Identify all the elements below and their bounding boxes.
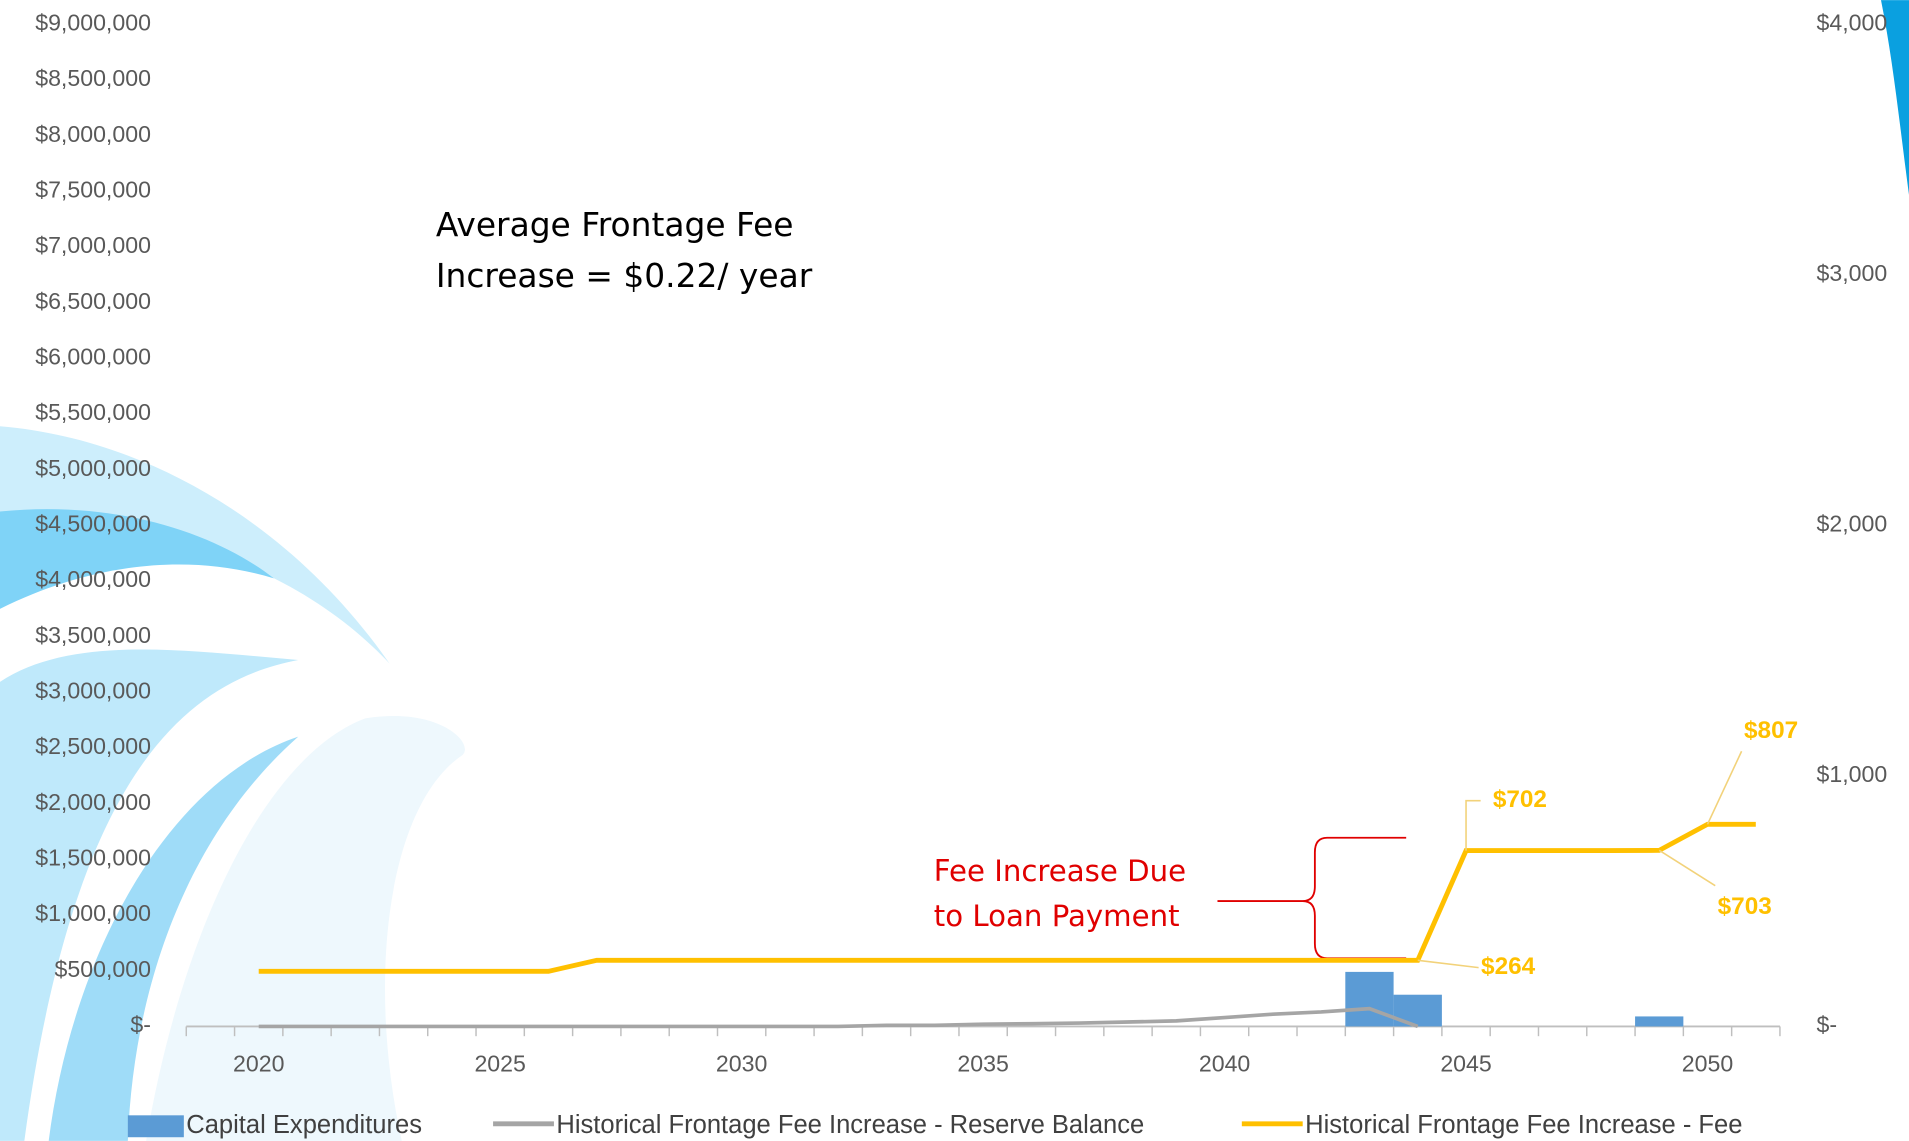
y2-tick-label: $4,000 [1816, 10, 1887, 36]
y-tick-label: $2,000,000 [35, 789, 151, 815]
x-tick-label: 2035 [957, 1051, 1008, 1077]
y-tick-label: $- [130, 1012, 151, 1038]
line [258, 821, 1756, 974]
leader-line [1706, 750, 1743, 825]
y-tick-label: $1,500,000 [35, 845, 151, 871]
annotation: Fee Increase Due [934, 854, 1186, 888]
bar [1345, 971, 1394, 1027]
data-label: $703 [1718, 893, 1772, 920]
y-tick-label: $9,000,000 [35, 10, 151, 36]
y-tick-label: $5,500,000 [35, 399, 151, 425]
y2-tick-label: $3,000 [1816, 260, 1887, 286]
y-tick-label: $6,500,000 [35, 288, 151, 314]
y2-tick-label: $2,000 [1816, 511, 1887, 537]
legend-label: Capital Expenditures [186, 1111, 422, 1139]
leader-line [1658, 849, 1716, 887]
x-tick-label: 2045 [1440, 1051, 1491, 1077]
y-tick-label: $5,000,000 [35, 455, 151, 481]
y-tick-label: $8,500,000 [35, 65, 151, 91]
legend-label: Historical Frontage Fee Increase - Fee [1305, 1111, 1742, 1139]
y-tick-label: $7,500,000 [35, 177, 151, 203]
x-tick-label: 2020 [233, 1051, 284, 1077]
y-tick-label: $500,000 [55, 956, 151, 982]
x-tick-label: 2040 [1199, 1051, 1250, 1077]
legend-label: Historical Frontage Fee Increase - Reser… [556, 1111, 1144, 1139]
x-tick-label: 2030 [716, 1051, 767, 1077]
y-tick-label: $4,000,000 [35, 566, 151, 592]
y-tick-label: $8,000,000 [35, 121, 151, 147]
data-label: $807 [1744, 717, 1798, 744]
y2-tick-label: $- [1816, 1012, 1837, 1038]
annotation: to Loan Payment [934, 899, 1180, 933]
brace [1217, 836, 1407, 960]
data-label: $702 [1493, 786, 1547, 813]
leader-line [1465, 799, 1481, 851]
y-tick-label: $3,500,000 [35, 622, 151, 648]
y-tick-label: $2,500,000 [35, 733, 151, 759]
y-tick-label: $1,000,000 [35, 900, 151, 926]
annotation: Increase = $0.22/ year [436, 256, 813, 295]
bar [1635, 1016, 1684, 1027]
data-label: $264 [1481, 953, 1536, 980]
leader-line [1417, 959, 1479, 969]
y-tick-label: $6,000,000 [35, 344, 151, 370]
legend-swatch [127, 1115, 184, 1138]
y2-tick-label: $1,000 [1816, 761, 1887, 787]
y-tick-label: $3,000,000 [35, 678, 151, 704]
annotation: Average Frontage Fee [436, 205, 794, 244]
x-tick-label: 2025 [474, 1051, 525, 1077]
y-tick-label: $4,500,000 [35, 511, 151, 537]
y-tick-label: $7,000,000 [35, 232, 151, 258]
x-tick-label: 2050 [1682, 1051, 1733, 1077]
line [258, 1006, 1419, 1029]
